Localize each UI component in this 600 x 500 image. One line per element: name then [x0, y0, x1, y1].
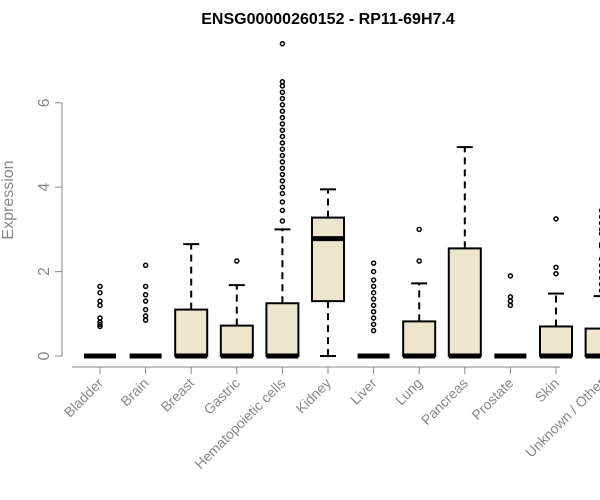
x-tick-label: Breast — [157, 375, 197, 415]
outlier-point — [142, 262, 149, 269]
outlier-point — [507, 273, 514, 279]
outlier-point — [507, 298, 514, 304]
box-kidney — [311, 188, 345, 357]
x-tick-label: Pancreas — [418, 375, 471, 428]
outlier-point — [279, 140, 286, 146]
outlier-point — [370, 260, 377, 266]
outlier-point — [279, 178, 286, 184]
outlier-point — [279, 102, 286, 108]
outlier-point — [279, 184, 286, 190]
y-ticks: 0 2 4 6 — [36, 98, 62, 360]
y-tick-label: 2 — [36, 267, 53, 276]
outlier-point — [370, 268, 377, 275]
iqr-box — [311, 216, 345, 303]
iqr-box — [174, 308, 209, 357]
outlier-point — [279, 121, 286, 127]
outlier-point — [234, 258, 240, 264]
chart-title: ENSG00000260152 - RP11-69H7.4 — [201, 11, 455, 28]
x-tick-label: Gastric — [200, 375, 243, 418]
x-tick-label: Bladder — [61, 375, 107, 421]
box-liver — [357, 260, 390, 359]
box-pancreas — [447, 146, 482, 359]
outlier-point — [97, 298, 103, 304]
outlier-point — [279, 218, 286, 224]
outlier-point — [142, 292, 149, 298]
y-axis-label: Expression — [0, 160, 17, 239]
box-unknown-other — [584, 208, 600, 359]
outlier-point — [97, 289, 103, 296]
boxes-group — [84, 40, 600, 359]
y-tick-label: 6 — [36, 98, 53, 107]
outlier-point — [279, 133, 286, 140]
outlier-point — [279, 199, 286, 205]
outlier-point — [279, 114, 286, 121]
outlier-point — [142, 306, 149, 313]
outlier-point — [553, 270, 559, 277]
outlier-point — [507, 302, 514, 309]
outlier-point — [553, 264, 559, 271]
outlier-point — [416, 258, 422, 264]
outlier-point — [370, 315, 377, 321]
outlier-point — [279, 190, 286, 197]
iqr-box — [219, 324, 254, 357]
iqr-box — [447, 247, 482, 357]
x-tick-label: Brain — [117, 375, 151, 409]
iqr-box — [584, 327, 600, 358]
box-skin — [539, 216, 573, 359]
outlier-point — [416, 226, 422, 233]
x-tick-label: Kidney — [293, 375, 335, 417]
outlier-point — [553, 216, 559, 222]
x-tick-label: Skin — [532, 375, 563, 406]
box-breast — [174, 243, 209, 359]
box-prostate — [494, 273, 527, 359]
x-tick-label: Unknown / Other — [522, 375, 600, 461]
outlier-point — [142, 298, 149, 304]
box-lung — [402, 226, 437, 359]
outlier-point — [142, 283, 149, 290]
outlier-point — [279, 95, 286, 102]
y-tick-label: 0 — [36, 351, 53, 360]
outlier-point — [279, 108, 286, 114]
outlier-point — [370, 308, 377, 315]
outlier-point — [279, 159, 286, 165]
iqr-box — [539, 325, 573, 357]
box-brain — [129, 262, 162, 359]
outlier-point — [97, 315, 103, 321]
box-gastric — [219, 258, 254, 359]
outlier-point — [370, 296, 377, 302]
x-tick-label: Lung — [392, 375, 425, 408]
iqr-box — [265, 302, 300, 357]
x-tick-label: Liver — [347, 375, 380, 408]
outlier-point — [279, 127, 286, 133]
outlier-point — [370, 277, 377, 283]
outlier-point — [97, 302, 103, 309]
x-tick-label: Prostate — [468, 375, 516, 423]
outlier-point — [97, 321, 103, 328]
outlier-point — [142, 313, 149, 319]
outlier-point — [279, 207, 286, 214]
iqr-box — [402, 320, 437, 357]
outlier-point — [370, 327, 377, 334]
outlier-point — [370, 321, 377, 328]
outlier-point — [279, 40, 286, 47]
outlier-point — [370, 283, 377, 290]
x-tick-label: Hematopoietic cells — [191, 375, 288, 472]
y-tick-label: 4 — [36, 183, 53, 192]
outlier-point — [279, 146, 286, 152]
outlier-point — [97, 283, 103, 290]
outlier-point — [370, 289, 377, 296]
box-hematopoietic-cells — [265, 40, 300, 359]
outlier-point — [279, 171, 286, 178]
outlier-point — [279, 83, 286, 89]
outlier-point — [370, 302, 377, 309]
box-bladder — [84, 283, 116, 359]
outlier-point — [279, 89, 286, 95]
outlier-point — [279, 78, 286, 85]
outlier-point — [507, 294, 514, 300]
outlier-point — [142, 317, 149, 323]
outlier-point — [279, 165, 286, 171]
outlier-point — [279, 152, 286, 159]
